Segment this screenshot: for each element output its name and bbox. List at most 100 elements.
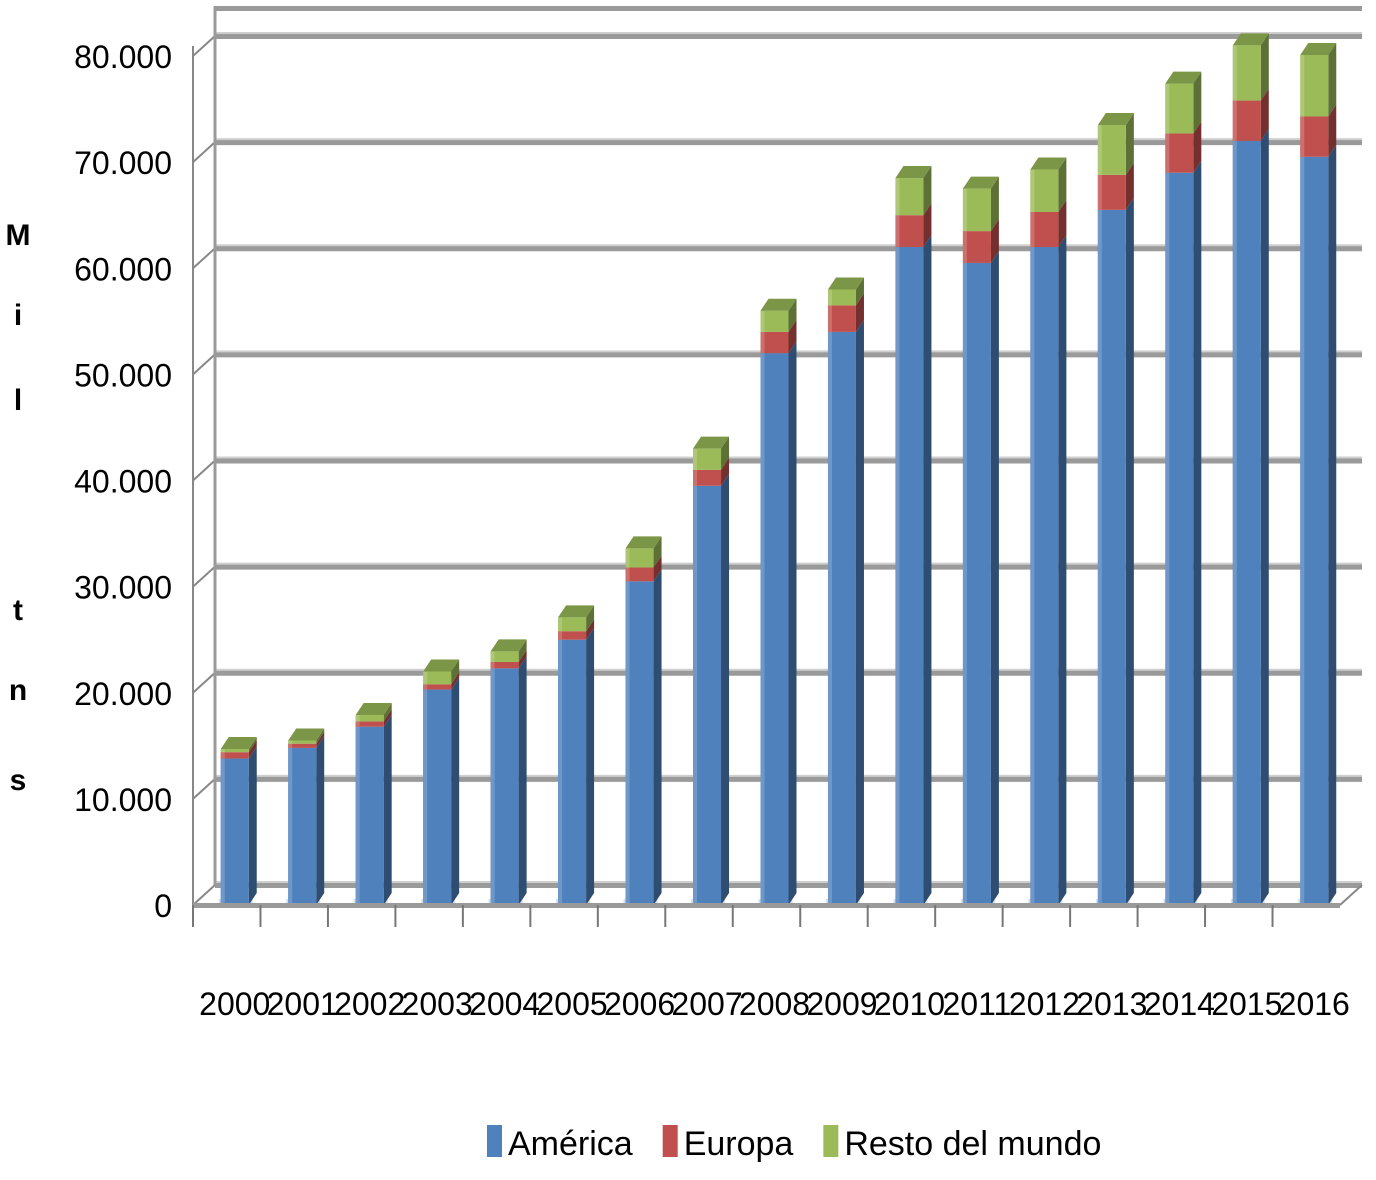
y-tick-label-6: 60.000 (74, 251, 172, 287)
bar-side-Europa-2010 (923, 203, 932, 248)
bar-highlight-Resto del mundo-2010 (895, 178, 900, 216)
bar-Resto del mundo-2011 (962, 188, 991, 232)
bar-highlight-América-2013 (1097, 209, 1102, 906)
bar-side-Resto del mundo-2011 (990, 176, 999, 232)
bar-side-América-2012 (1058, 235, 1067, 905)
bar-highlight-Resto del mundo-2013 (1097, 124, 1102, 175)
gridline-depth-1 (192, 778, 216, 800)
gridline-depth-3 (192, 565, 216, 588)
y-tick-label-7: 70.000 (74, 145, 172, 181)
bar-side-Europa-2000 (248, 740, 257, 759)
bar-Europa-2007 (693, 469, 722, 486)
bar-América-2002 (355, 726, 384, 905)
bar-side-América-2001 (316, 735, 325, 905)
bar-Europa-2001 (288, 743, 317, 748)
bar-side-Europa-2016 (1328, 104, 1337, 157)
bar-highlight-América-2003 (423, 689, 428, 905)
bar-side-Resto del mundo-2005 (586, 605, 595, 632)
bar-highlight-Resto del mundo-2003 (423, 671, 428, 685)
bar-Resto del mundo-2001 (288, 740, 317, 744)
x-tick-label-2011: 2011 (943, 986, 1012, 1022)
x-tick-label-2010: 2010 (874, 986, 945, 1022)
bar-Resto del mundo-2007 (693, 448, 722, 470)
bar-side-Resto del mundo-2002 (383, 703, 392, 722)
y-tick-label-3: 30.000 (74, 570, 172, 606)
bar-side-América-2003 (451, 677, 460, 905)
y-axis-label-letter-2: l (14, 384, 22, 417)
bar-highlight-Resto del mundo-2011 (962, 188, 967, 232)
bar-highlight-América-2007 (693, 485, 698, 905)
bar-highlight-Europa-2002 (355, 721, 360, 727)
bar-Europa-2016 (1300, 116, 1329, 157)
bar-highlight-Resto del mundo-2007 (693, 448, 698, 470)
bar-highlight-Europa-2013 (1097, 174, 1102, 210)
x-tick-label-2008: 2008 (739, 986, 810, 1022)
bar-side-Resto del mundo-2008 (788, 298, 797, 332)
bar-highlight-Europa-2016 (1300, 116, 1305, 157)
bar-side-Resto del mundo-2006 (653, 536, 662, 568)
x-tick-label-2007: 2007 (671, 986, 742, 1022)
bar-side-Resto del mundo-2001 (316, 728, 325, 744)
bar-side-América-2013 (1125, 197, 1134, 906)
legend-swatch-0 (487, 1125, 502, 1157)
bar-side-Europa-2007 (721, 457, 730, 486)
bar-highlight-América-2009 (827, 331, 832, 905)
bar-highlight-América-2015 (1232, 140, 1237, 905)
bar-top-2008 (760, 298, 797, 311)
bar-highlight-Europa-2001 (288, 743, 293, 748)
x-tick-label-2004: 2004 (469, 986, 540, 1022)
bar-Resto del mundo-2004 (490, 651, 519, 662)
bar-Europa-2004 (490, 661, 519, 669)
bar-highlight-América-2008 (760, 353, 765, 905)
bar-top-2011 (962, 176, 999, 189)
bar-side-Europa-2008 (788, 319, 797, 354)
bar-América-2003 (423, 689, 452, 905)
bar-top-2004 (490, 639, 527, 652)
legend-label-1: Europa (684, 1125, 794, 1163)
gridline-depth-4 (192, 459, 216, 482)
bar-side-Resto del mundo-2009 (855, 277, 864, 306)
legend-label-2: Resto del mundo (844, 1125, 1101, 1163)
bar-highlight-América-2000 (220, 758, 225, 905)
bar-side-América-2016 (1328, 144, 1337, 906)
wall-top-edge (215, 6, 1362, 11)
bar-highlight-América-2002 (355, 726, 360, 905)
bar-top-2000 (220, 736, 257, 749)
bar-side-Europa-2002 (383, 709, 392, 727)
bar-side-Europa-2014 (1193, 121, 1202, 173)
bar-América-2000 (220, 758, 249, 905)
x-tick-label-2013: 2013 (1076, 986, 1147, 1022)
bar-highlight-Europa-2009 (827, 305, 832, 332)
bar-Europa-2012 (1030, 212, 1059, 248)
x-tick-label-2015: 2015 (1211, 986, 1282, 1022)
bar-highlight-Resto del mundo-2012 (1030, 169, 1035, 213)
bar-Resto del mundo-2003 (423, 671, 452, 685)
bar-side-Europa-2012 (1058, 200, 1067, 248)
legend-label-0: América (508, 1125, 633, 1163)
bar-Europa-2015 (1232, 100, 1261, 141)
bar-América-2013 (1097, 209, 1126, 906)
bar-América-2007 (693, 485, 722, 905)
x-tick-label-2014: 2014 (1144, 986, 1215, 1022)
bar-top-2005 (558, 605, 595, 618)
bar-Europa-2009 (827, 305, 856, 332)
y-tick-label-5: 50.000 (74, 357, 172, 393)
bar-side-América-2008 (788, 341, 797, 905)
bar-highlight-América-2001 (288, 747, 293, 905)
gridline-depth-8 (192, 35, 216, 57)
gridline-6 (215, 245, 1362, 252)
bar-side-Europa-2004 (518, 649, 527, 669)
bar-Europa-2013 (1097, 174, 1126, 210)
x-tick-label-2000: 2000 (199, 986, 270, 1022)
bar-América-2015 (1232, 140, 1261, 905)
bar-highlight-Europa-2011 (962, 231, 967, 263)
bar-América-2014 (1165, 172, 1194, 906)
bar-top-2013 (1097, 112, 1134, 125)
bar-Resto del mundo-2002 (355, 715, 384, 722)
bar-Resto del mundo-2000 (220, 748, 249, 753)
gridline-highlight-6 (215, 244, 1362, 247)
bar-highlight-Resto del mundo-2014 (1165, 83, 1170, 134)
bar-highlight-América-2006 (625, 581, 630, 905)
bar-highlight-América-2011 (962, 262, 967, 906)
